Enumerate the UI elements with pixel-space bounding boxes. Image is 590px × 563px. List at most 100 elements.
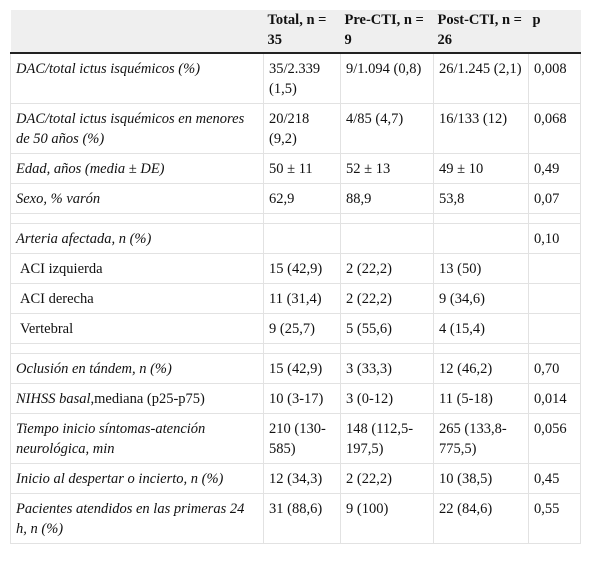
- row-label: DAC/total ictus isquémicos (%): [10, 52, 264, 104]
- table-row: Edad, años (media ± DE) 50 ± 11 52 ± 13 49 …: [10, 153, 581, 184]
- row-label: DAC/total ictus isquémicos en menores de…: [10, 103, 264, 154]
- value-cell: 0,10: [528, 223, 581, 254]
- table-row: Vertebral 9 (25,7) 5 (55,6) 4 (15,4): [10, 313, 581, 344]
- header-cell: Pre-CTI, n = 9: [340, 10, 434, 54]
- value-cell: 5 (55,6): [340, 313, 434, 344]
- value-cell: 31 (88,6): [263, 493, 341, 544]
- label-text: Pacientes atendidos en las primeras 24 h…: [16, 501, 245, 537]
- table-row: Oclusión en tándem, n (%) 15 (42,9) 3 (33,…: [10, 353, 581, 384]
- table-row: Inicio al despertar o incierto, n (%) 12 …: [10, 463, 581, 494]
- value-cell: 2 (22,2): [340, 253, 434, 284]
- row-label: Sexo, % varón: [10, 183, 264, 214]
- spacer-cell: [340, 343, 434, 354]
- value-cell: 88,9: [340, 183, 434, 214]
- row-label: Edad, años (media ± DE): [10, 153, 264, 184]
- value-cell: 3 (0-12): [340, 383, 434, 414]
- value-cell: 10 (38,5): [433, 463, 529, 494]
- row-label: Pacientes atendidos en las primeras 24 h…: [10, 493, 264, 544]
- table-row: Tiempo inicio síntomas-atención neurológ…: [10, 413, 581, 464]
- row-label: Tiempo inicio síntomas-atención neurológ…: [10, 413, 264, 464]
- label-text: Inicio al despertar o incierto, n (%): [16, 471, 224, 487]
- value-cell: 50 ± 11: [263, 153, 341, 184]
- value-cell: 2 (22,2): [340, 463, 434, 494]
- label-text: Arteria afectada, n (%): [16, 231, 152, 247]
- value-cell: 0,008: [528, 52, 581, 104]
- empty-cell: [263, 223, 341, 254]
- value-cell: 20/218 (9,2): [263, 103, 341, 154]
- label-text: NIHSS basal: [16, 391, 91, 407]
- value-cell: 3 (33,3): [340, 353, 434, 384]
- row-item: ACI derecha: [10, 283, 264, 314]
- value-cell: 0,70: [528, 353, 581, 384]
- header-cell: p: [528, 10, 581, 54]
- label-text: Sexo, % varón: [16, 191, 101, 207]
- value-cell: 0,45: [528, 463, 581, 494]
- value-cell: 0,014: [528, 383, 581, 414]
- row-item: Vertebral: [10, 313, 264, 344]
- label-text: Oclusión en tándem, n (%): [16, 361, 172, 377]
- row-label: NIHSS basal,mediana (p25-p75): [10, 383, 264, 414]
- label-text: DAC/total ictus isquémicos (%): [16, 61, 201, 77]
- value-cell: 0,07: [528, 183, 581, 214]
- empty-cell: [528, 253, 581, 284]
- value-cell: 52 ± 13: [340, 153, 434, 184]
- value-cell: 62,9: [263, 183, 341, 214]
- empty-cell: [528, 313, 581, 344]
- value-cell: 4/85 (4,7): [340, 103, 434, 154]
- table-row: Pacientes atendidos en las primeras 24 h…: [10, 493, 581, 544]
- value-cell: 4 (15,4): [433, 313, 529, 344]
- row-label: Arteria afectada, n (%): [10, 223, 264, 254]
- empty-cell: [340, 223, 434, 254]
- value-cell: 0,068: [528, 103, 581, 154]
- table-row: ACI izquierda 15 (42,9) 2 (22,2) 13 (50): [10, 253, 581, 284]
- row-label: Oclusión en tándem, n (%): [10, 353, 264, 384]
- value-cell: 9 (100): [340, 493, 434, 544]
- value-cell: 13 (50): [433, 253, 529, 284]
- spacer-cell: [10, 213, 264, 224]
- label-text: Tiempo inicio síntomas-atención neurológ…: [16, 421, 206, 457]
- value-cell: 9 (25,7): [263, 313, 341, 344]
- spacer-cell: [10, 343, 264, 354]
- table-body: DAC/total ictus isquémicos (%) 35/2.339 (…: [10, 52, 581, 544]
- value-cell: 11 (5-18): [433, 383, 529, 414]
- spacer-row: [10, 343, 581, 354]
- header-cell: [10, 10, 264, 54]
- value-cell: 15 (42,9): [263, 353, 341, 384]
- row-label: Inicio al despertar o incierto, n (%): [10, 463, 264, 494]
- value-cell: 22 (84,6): [433, 493, 529, 544]
- value-cell: 210 (130-585): [263, 413, 341, 464]
- spacer-cell: [263, 213, 341, 224]
- value-cell: 12 (46,2): [433, 353, 529, 384]
- value-cell: 12 (34,3): [263, 463, 341, 494]
- value-cell: 53,8: [433, 183, 529, 214]
- table-row: Sexo, % varón 62,9 88,9 53,8 0,07: [10, 183, 581, 214]
- spacer-cell: [340, 213, 434, 224]
- label-text: Edad, años (media ± DE): [16, 161, 165, 177]
- row-item: ACI izquierda: [10, 253, 264, 284]
- label-suffix: ,mediana (p25-p75): [90, 391, 205, 407]
- value-cell: 10 (3-17): [263, 383, 341, 414]
- table-row: NIHSS basal,mediana (p25-p75) 10 (3-17) 3 …: [10, 383, 581, 414]
- table-row: DAC/total ictus isquémicos (%) 35/2.339 (…: [10, 52, 581, 104]
- empty-cell: [433, 223, 529, 254]
- label-text: DAC/total ictus isquémicos en menores de…: [16, 111, 245, 147]
- spacer-row: [10, 213, 581, 224]
- table-row: Arteria afectada, n (%) 0,10: [10, 223, 581, 254]
- value-cell: 49 ± 10: [433, 153, 529, 184]
- header-cell: Post-CTI, n = 26: [433, 10, 529, 54]
- table-row: DAC/total ictus isquémicos en menores de…: [10, 103, 581, 154]
- value-cell: 15 (42,9): [263, 253, 341, 284]
- value-cell: 11 (31,4): [263, 283, 341, 314]
- value-cell: 2 (22,2): [340, 283, 434, 314]
- value-cell: 0,056: [528, 413, 581, 464]
- value-cell: 16/133 (12): [433, 103, 529, 154]
- value-cell: 9/1.094 (0,8): [340, 52, 434, 104]
- table-row: ACI derecha 11 (31,4) 2 (22,2) 9 (34,6): [10, 283, 581, 314]
- empty-cell: [528, 283, 581, 314]
- spacer-cell: [433, 213, 529, 224]
- value-cell: 148 (112,5-197,5): [340, 413, 434, 464]
- value-cell: 26/1.245 (2,1): [433, 52, 529, 104]
- spacer-cell: [528, 213, 581, 224]
- value-cell: 35/2.339 (1,5): [263, 52, 341, 104]
